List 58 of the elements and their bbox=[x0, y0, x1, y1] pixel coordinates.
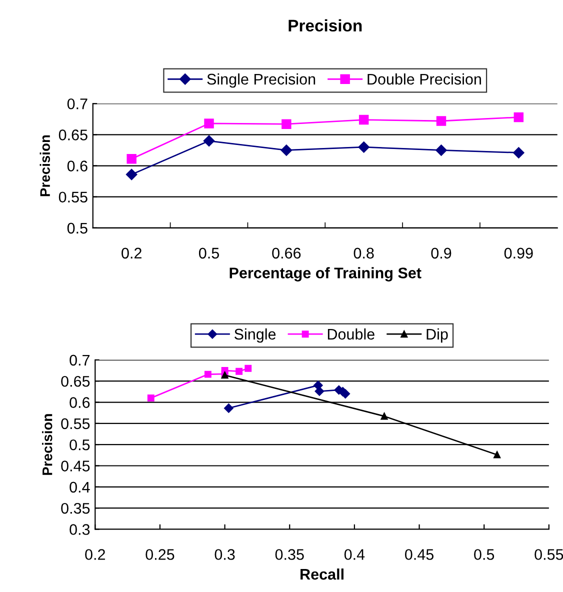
point bbox=[436, 144, 447, 156]
y-tick-label: 0.4 bbox=[70, 482, 90, 493]
point bbox=[224, 404, 234, 413]
point bbox=[282, 119, 292, 129]
y-tick-label: 0.5 bbox=[70, 439, 90, 450]
y-tick-label: 0.35 bbox=[61, 502, 90, 514]
point bbox=[513, 147, 524, 158]
x-tick-label: 0.3 bbox=[214, 549, 235, 560]
point bbox=[147, 394, 154, 402]
legend-label: Dip bbox=[426, 328, 448, 343]
x-tick-label: 0.2 bbox=[85, 549, 105, 560]
point bbox=[358, 114, 369, 125]
x-tick-label: 0.66 bbox=[272, 248, 301, 259]
x-tick-label: 0.25 bbox=[146, 549, 174, 560]
y-tick-label: 0.7 bbox=[67, 98, 88, 110]
x-tick-label: 0.9 bbox=[431, 248, 452, 259]
point bbox=[494, 451, 501, 458]
point bbox=[280, 144, 292, 156]
chart-title: Precision bbox=[288, 19, 362, 32]
point bbox=[436, 116, 446, 126]
y-tick-label: 0.6 bbox=[70, 397, 90, 408]
y-axis-title: Precision bbox=[42, 414, 52, 475]
point bbox=[514, 112, 524, 122]
point bbox=[203, 135, 215, 146]
point bbox=[236, 368, 243, 375]
point bbox=[380, 412, 388, 420]
y-axis-title: Precision bbox=[40, 135, 50, 196]
point bbox=[126, 168, 138, 180]
point bbox=[358, 142, 370, 153]
y-tick-label: 0.3 bbox=[70, 524, 90, 535]
x-axis-title: Percentage of Training Set bbox=[230, 267, 422, 282]
y-tick-label: 0.65 bbox=[58, 130, 88, 140]
x-axis-title: Recall bbox=[300, 568, 344, 580]
legend-label: Double Precision bbox=[368, 73, 481, 85]
y-tick-label: 0.7 bbox=[70, 354, 90, 366]
legend-label: Double bbox=[328, 328, 374, 340]
x-tick-label: 0.4 bbox=[344, 549, 365, 560]
y-tick-label: 0.6 bbox=[67, 160, 88, 172]
y-tick-label: 0.65 bbox=[61, 376, 90, 387]
x-tick-label: 0.35 bbox=[275, 549, 304, 560]
y-tick-label: 0.55 bbox=[58, 192, 88, 203]
x-tick-label: 0.45 bbox=[405, 549, 434, 560]
point bbox=[204, 370, 212, 378]
x-tick-label: 0.2 bbox=[122, 248, 142, 259]
point bbox=[314, 386, 324, 396]
x-tick-label: 0.8 bbox=[354, 248, 374, 259]
x-tick-label: 0.99 bbox=[504, 248, 533, 259]
point bbox=[244, 364, 252, 372]
y-tick-label: 0.5 bbox=[67, 222, 88, 234]
x-tick-label: 0.5 bbox=[474, 549, 494, 560]
y-tick-label: 0.45 bbox=[61, 460, 90, 472]
legend-label: Single bbox=[234, 328, 276, 343]
y-tick-label: 0.55 bbox=[61, 418, 90, 430]
point bbox=[204, 118, 214, 128]
point bbox=[126, 154, 136, 164]
x-tick-label: 0.55 bbox=[534, 549, 563, 560]
legend-label: Single Precision bbox=[207, 73, 316, 88]
x-tick-label: 0.5 bbox=[198, 248, 219, 259]
